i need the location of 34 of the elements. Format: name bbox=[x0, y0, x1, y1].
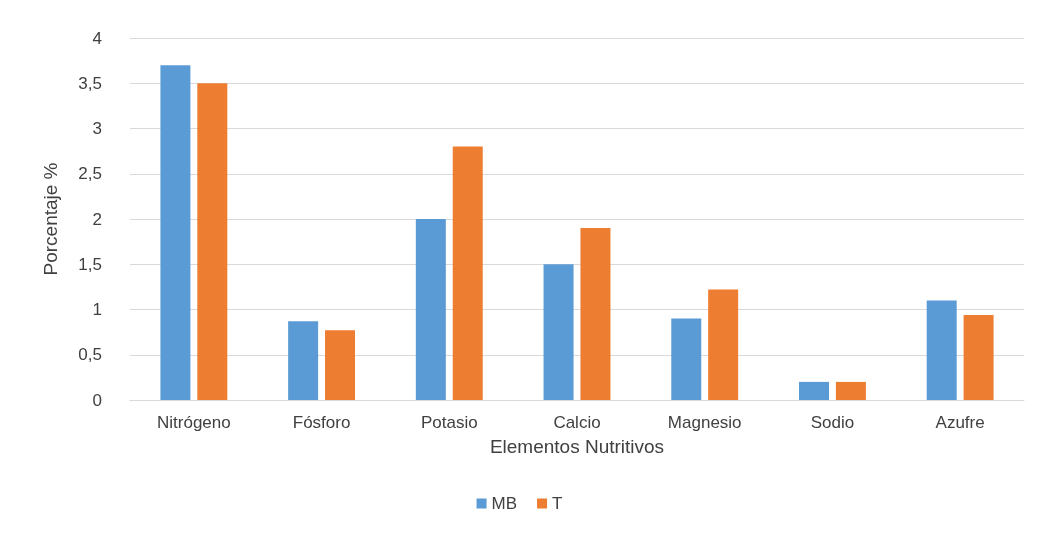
bar bbox=[543, 264, 574, 400]
legend-label: T bbox=[552, 494, 563, 513]
legend-label: MB bbox=[491, 494, 518, 513]
x-tick-label: Azufre bbox=[935, 413, 985, 432]
x-tick-label: Calcio bbox=[553, 413, 601, 432]
y-tick-label: 3 bbox=[92, 119, 102, 138]
y-tick-label: 2 bbox=[92, 209, 102, 229]
bar bbox=[926, 300, 957, 400]
bar bbox=[798, 381, 829, 400]
y-tick-label: 1,5 bbox=[78, 254, 102, 274]
y-tick-label: 2,5 bbox=[78, 164, 102, 184]
bar bbox=[708, 289, 739, 400]
bar bbox=[197, 83, 228, 400]
bar bbox=[452, 146, 483, 400]
x-tick-label: Fósforo bbox=[292, 413, 351, 432]
x-tick-label: Potasio bbox=[420, 413, 478, 432]
y-tick-label: 0 bbox=[92, 390, 102, 410]
x-tick-label: Nitrógeno bbox=[157, 413, 231, 432]
bar bbox=[160, 65, 191, 400]
bar bbox=[415, 219, 446, 400]
y-axis-title: Porcentaje % bbox=[40, 162, 61, 276]
y-tick-label: 0,5 bbox=[78, 345, 102, 365]
x-tick-label: Sodio bbox=[810, 413, 855, 432]
bar bbox=[288, 321, 319, 400]
y-tick-label: 4 bbox=[92, 28, 102, 48]
bar bbox=[671, 318, 702, 400]
x-tick-label: Magnesio bbox=[667, 413, 742, 432]
bar bbox=[835, 381, 866, 400]
y-tick-label: 3,5 bbox=[78, 73, 102, 93]
x-axis-title: Elementos Nutritivos bbox=[489, 436, 665, 457]
bar bbox=[580, 228, 611, 400]
y-tick-label: 1 bbox=[92, 300, 102, 319]
bar bbox=[963, 314, 994, 400]
bar bbox=[325, 330, 356, 400]
